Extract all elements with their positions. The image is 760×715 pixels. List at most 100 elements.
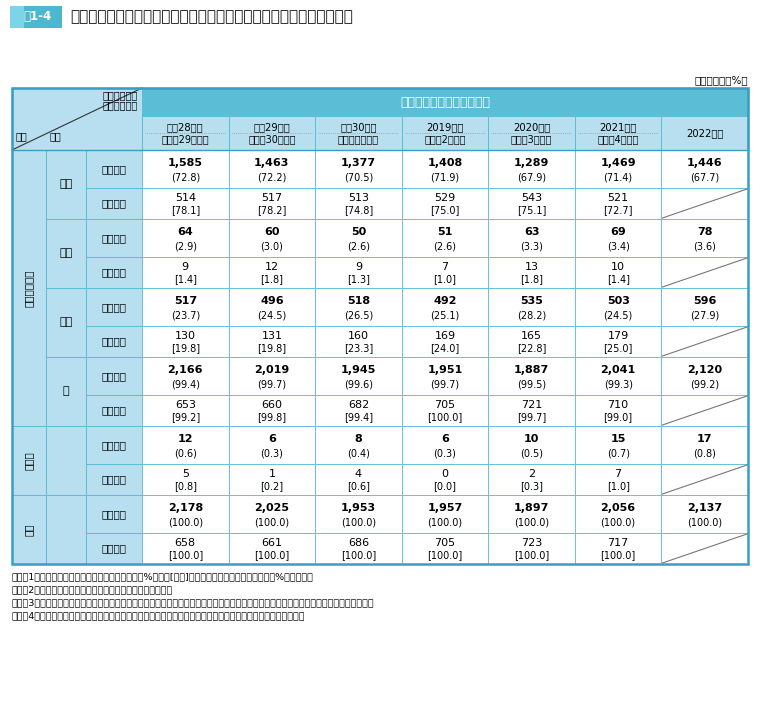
Text: (71.4): (71.4) bbox=[603, 172, 633, 182]
Bar bbox=[86, 288, 142, 326]
Bar bbox=[661, 357, 748, 395]
Bar bbox=[661, 495, 748, 533]
Text: 517: 517 bbox=[174, 295, 197, 305]
Bar bbox=[142, 464, 229, 495]
Bar bbox=[86, 257, 142, 288]
Text: （令和2年度）: （令和2年度） bbox=[424, 134, 466, 144]
Bar bbox=[12, 495, 46, 564]
Bar bbox=[315, 464, 402, 495]
Bar bbox=[488, 357, 575, 395]
Bar bbox=[661, 326, 748, 357]
Text: （注）1　（　）内は、合格者総数に対する割合（%）を、[　　]内は、採用者総数に対する割合（%）を示す。: （注）1 （ ）内は、合格者総数に対する割合（%）を、[ ]内は、採用者総数に対… bbox=[12, 572, 314, 581]
Text: (100.0): (100.0) bbox=[600, 518, 635, 528]
Bar bbox=[488, 116, 575, 150]
Bar bbox=[86, 426, 142, 464]
Text: [99.8]: [99.8] bbox=[258, 413, 287, 423]
Text: [100.0]: [100.0] bbox=[427, 551, 463, 561]
Text: 2,120: 2,120 bbox=[687, 365, 722, 375]
Text: 17: 17 bbox=[697, 433, 712, 443]
Text: 合格者数: 合格者数 bbox=[102, 371, 126, 381]
Bar bbox=[402, 495, 488, 533]
Text: 公立: 公立 bbox=[59, 249, 73, 259]
Text: 10: 10 bbox=[524, 433, 540, 443]
Bar bbox=[661, 533, 748, 564]
Text: 130: 130 bbox=[175, 331, 196, 341]
Bar bbox=[488, 188, 575, 219]
Text: (3.0): (3.0) bbox=[261, 242, 283, 252]
Bar bbox=[10, 6, 24, 28]
Text: 10: 10 bbox=[611, 262, 625, 272]
Text: 60: 60 bbox=[264, 227, 280, 237]
Bar bbox=[142, 395, 229, 426]
Text: 項目: 項目 bbox=[50, 131, 62, 141]
Text: 4　採用者数は、名簿作成年度の翌年度における採用者数である（過年度名簿等からの採用者を含む。）。: 4 採用者数は、名簿作成年度の翌年度における採用者数である（過年度名簿等からの採… bbox=[12, 611, 306, 620]
Text: （平成30年度）: （平成30年度） bbox=[248, 134, 296, 144]
Text: [100.0]: [100.0] bbox=[255, 551, 290, 561]
Text: 平成30年度: 平成30年度 bbox=[340, 122, 377, 132]
Bar bbox=[86, 533, 142, 564]
Text: [99.2]: [99.2] bbox=[171, 413, 200, 423]
Text: (72.2): (72.2) bbox=[257, 172, 287, 182]
Bar bbox=[488, 533, 575, 564]
Bar bbox=[315, 495, 402, 533]
Text: 2　「その他」は、短大・高専、外国の大学等である。: 2 「その他」は、短大・高専、外国の大学等である。 bbox=[12, 585, 173, 594]
Text: [1.3]: [1.3] bbox=[347, 275, 370, 285]
Text: 13: 13 bbox=[524, 262, 539, 272]
Text: 0: 0 bbox=[442, 469, 448, 479]
Bar bbox=[315, 357, 402, 395]
Text: (0.4): (0.4) bbox=[347, 448, 370, 458]
Text: (0.8): (0.8) bbox=[693, 448, 716, 458]
Bar bbox=[575, 426, 661, 464]
Text: 131: 131 bbox=[261, 331, 283, 341]
Text: 1,897: 1,897 bbox=[514, 503, 549, 513]
Text: 計: 計 bbox=[62, 387, 69, 397]
Text: 169: 169 bbox=[435, 331, 455, 341]
Text: 1,289: 1,289 bbox=[514, 157, 549, 167]
Bar bbox=[488, 219, 575, 257]
Bar bbox=[661, 395, 748, 426]
Text: 15: 15 bbox=[610, 433, 625, 443]
Text: （平成29年度）: （平成29年度） bbox=[161, 134, 209, 144]
Text: [100.0]: [100.0] bbox=[600, 551, 636, 561]
Text: 661: 661 bbox=[261, 538, 283, 548]
Text: 合計: 合計 bbox=[24, 523, 34, 536]
Bar bbox=[661, 426, 748, 464]
Text: 596: 596 bbox=[693, 295, 717, 305]
Text: 1,377: 1,377 bbox=[341, 157, 376, 167]
Text: 3　国家公務員採用総合職試験は、院卒者試験（法務区分を含む。）及び大卒程度試験（教養区分を含む。）を合計した人数である。: 3 国家公務員採用総合職試験は、院卒者試験（法務区分を含む。）及び大卒程度試験（… bbox=[12, 598, 375, 607]
Bar bbox=[575, 495, 661, 533]
Text: 496: 496 bbox=[260, 295, 283, 305]
Bar bbox=[575, 116, 661, 150]
Text: 78: 78 bbox=[697, 227, 712, 237]
Bar bbox=[402, 288, 488, 326]
Bar bbox=[575, 464, 661, 495]
Text: 2020年度: 2020年度 bbox=[513, 122, 550, 132]
Bar bbox=[12, 426, 46, 495]
Bar bbox=[229, 357, 315, 395]
Text: 723: 723 bbox=[521, 538, 542, 548]
Text: 平成29年度: 平成29年度 bbox=[254, 122, 290, 132]
Bar bbox=[661, 257, 748, 288]
Text: [19.8]: [19.8] bbox=[171, 343, 200, 353]
Bar bbox=[46, 288, 86, 357]
Text: (100.0): (100.0) bbox=[255, 518, 290, 528]
Text: (24.5): (24.5) bbox=[603, 310, 633, 320]
Text: [0.2]: [0.2] bbox=[260, 481, 283, 491]
Bar bbox=[315, 326, 402, 357]
Text: 7: 7 bbox=[615, 469, 622, 479]
Bar bbox=[142, 88, 748, 116]
Bar bbox=[575, 288, 661, 326]
Text: 160: 160 bbox=[348, 331, 369, 341]
Text: 私立: 私立 bbox=[59, 317, 73, 327]
Text: (67.9): (67.9) bbox=[517, 172, 546, 182]
Bar bbox=[229, 288, 315, 326]
Text: (99.2): (99.2) bbox=[690, 380, 719, 390]
Text: 6: 6 bbox=[268, 433, 276, 443]
Bar bbox=[142, 257, 229, 288]
Text: [75.1]: [75.1] bbox=[517, 205, 546, 215]
Bar bbox=[402, 219, 488, 257]
Bar bbox=[142, 326, 229, 357]
Text: 4: 4 bbox=[355, 469, 362, 479]
Text: 採用者数: 採用者数 bbox=[102, 543, 126, 553]
Bar bbox=[86, 495, 142, 533]
